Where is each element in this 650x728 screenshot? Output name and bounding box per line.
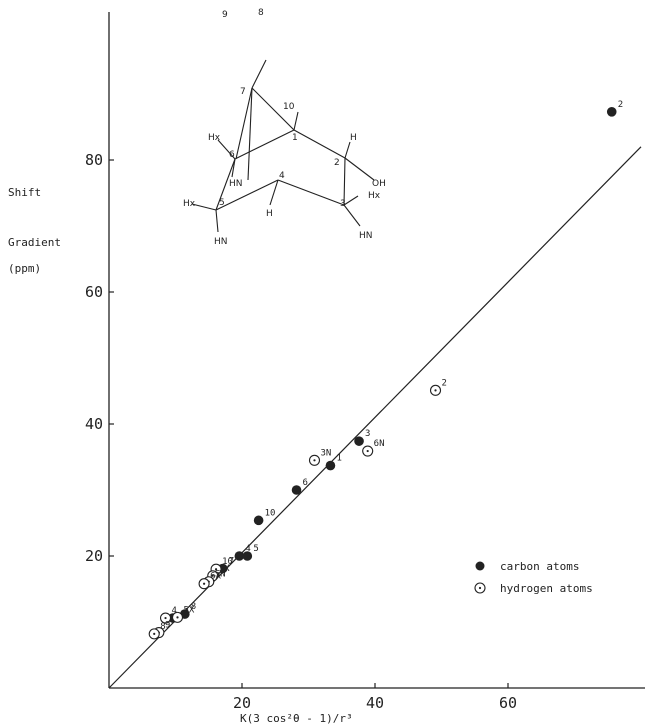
carbon-point	[325, 460, 336, 471]
carbon-point-label: 8	[191, 602, 196, 612]
x-tick-label-40: 40	[366, 694, 384, 712]
hydrogen-point-label: 3N	[320, 448, 331, 458]
x-tick-label-20: 20	[233, 694, 251, 712]
svg-text:H: H	[350, 133, 357, 143]
carbon-point	[606, 107, 617, 117]
carbon-point-label: 7	[229, 557, 234, 567]
legend: carbon atoms hydrogen atoms	[474, 560, 593, 595]
x-tick-label-60: 60	[499, 694, 517, 712]
hydrogen-point-label: 5X	[183, 605, 194, 615]
hydrogen-point-dot	[366, 449, 369, 453]
legend-label-hydrogen: hydrogen atoms	[500, 582, 593, 595]
svg-text:4: 4	[279, 171, 285, 181]
hydrogen-point-dot	[176, 616, 179, 619]
carbon-point-label: 6	[303, 478, 308, 488]
carbon-point-label: 10	[265, 508, 276, 518]
y-tick-label-20: 20	[85, 547, 103, 565]
hydrogen-point-label: 8	[160, 622, 165, 632]
fit-line	[108, 146, 642, 689]
svg-text:HN: HN	[214, 237, 228, 247]
carbon-point-label: 5	[253, 544, 258, 554]
svg-text:9: 9	[222, 10, 228, 20]
hydrogen-point-dot	[313, 459, 316, 462]
svg-text:5: 5	[219, 198, 225, 208]
molecule-labels: 9 8 7 10 1 H 2 OH Hx Hx 6 HN 4 Hx 5 H 3 …	[183, 8, 386, 247]
y-tick-label-80: 80	[85, 151, 103, 169]
carbon-point	[354, 436, 364, 446]
legend-label-carbon: carbon atoms	[500, 560, 579, 573]
svg-text:HN: HN	[229, 179, 243, 189]
hydrogen-point-label: 2	[442, 378, 447, 388]
hydrogen-point-dot	[202, 582, 206, 585]
carbon-point-label: 3	[365, 429, 370, 439]
x-axis-title: K(3 cos²θ - 1)/r³	[240, 712, 353, 725]
svg-text:3: 3	[340, 199, 346, 209]
svg-text:10: 10	[283, 102, 295, 112]
hydrogen-point-dot	[211, 574, 214, 577]
hydrogen-point-dot	[434, 389, 437, 392]
hydrogen-point-dot	[214, 568, 218, 571]
hydrogen-point-label: 3X	[219, 564, 230, 574]
svg-text:HN: HN	[359, 231, 373, 241]
y-axis-title-line-2: Gradient	[8, 236, 61, 249]
svg-text:6: 6	[229, 150, 235, 160]
carbon-point	[242, 551, 253, 561]
svg-text:7: 7	[240, 87, 246, 97]
svg-text:1: 1	[292, 133, 298, 143]
legend-marker-carbon	[475, 561, 485, 571]
y-axis-title-line-1: Shift	[8, 186, 41, 199]
y-axis-title-line-3: (ppm)	[8, 262, 41, 275]
hydrogen-point-label: 9	[165, 621, 170, 631]
hydrogen-point-label: 6X	[210, 572, 221, 582]
svg-text:8: 8	[258, 8, 264, 18]
hydrogen-point-label: 10	[222, 557, 233, 567]
carbon-point-label: 1	[336, 454, 341, 464]
hydrogen-point-dot	[153, 632, 156, 635]
svg-text:OH: OH	[372, 179, 386, 189]
hydrogen-point-label: 5N	[215, 570, 226, 580]
molecule-structure	[191, 59, 375, 233]
hydrogen-point-label: 4	[172, 606, 177, 616]
svg-text:Hx: Hx	[368, 191, 381, 201]
y-tick-label-40: 40	[85, 415, 103, 433]
svg-text:H: H	[266, 209, 273, 219]
ticks: 20 40 60 20 40 60 80	[85, 151, 517, 712]
carbon-point	[234, 551, 245, 561]
carbon-point-label: 2	[618, 100, 623, 110]
hydrogen-point-dot	[164, 616, 167, 620]
carbon-point	[253, 515, 264, 526]
carbon-point	[291, 485, 302, 495]
carbon-point-label: 4	[245, 544, 250, 554]
svg-text:Hx: Hx	[183, 199, 196, 209]
svg-text:Hx: Hx	[208, 133, 221, 143]
y-tick-label-60: 60	[85, 283, 103, 301]
hydrogen-point-label: 6N	[374, 439, 385, 449]
svg-text:2: 2	[334, 158, 340, 168]
